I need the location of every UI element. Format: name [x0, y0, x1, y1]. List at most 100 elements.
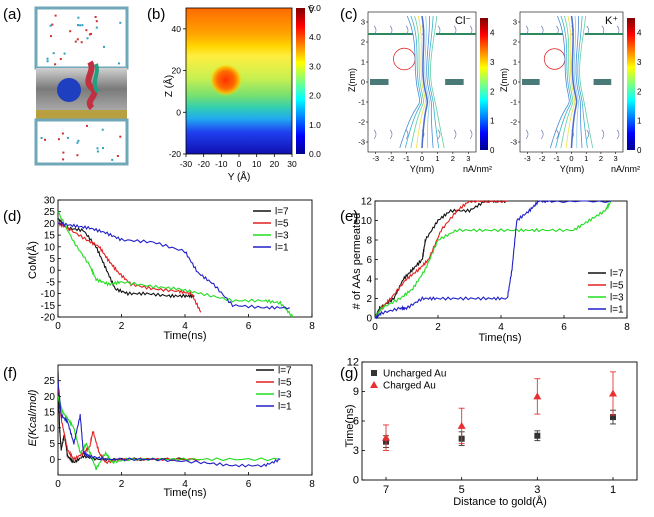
flow-arrow [540, 129, 544, 140]
current-xtick-label: -1 [403, 154, 410, 163]
flow-arrow [389, 25, 393, 36]
current-colorbar-tick-label: 1 [637, 117, 642, 126]
ion-dot [50, 35, 52, 38]
potential-colorbar-ticks: 0.0 1.0 2.0 3.0 4.0 5.0 [309, 3, 321, 159]
streamline [428, 15, 440, 149]
current-xtick-label: 3 [614, 154, 618, 163]
ion-dot [81, 24, 84, 27]
flow-arrow [373, 129, 377, 140]
streamline [410, 15, 424, 149]
membrane-bottom-right [445, 79, 464, 85]
ion-dot [51, 23, 54, 26]
panel-label-g: (g) [340, 365, 358, 382]
current-ytick-label: 1 [513, 58, 517, 67]
ion-dot [96, 150, 99, 153]
ytick-label: 5 [49, 254, 55, 265]
xtick-label: 8 [309, 321, 315, 332]
marker-charged [382, 433, 390, 441]
current-map-cl [367, 11, 477, 153]
ion-dot [54, 63, 57, 66]
ion-dot [69, 30, 72, 33]
current-ytick-label: -3 [510, 138, 517, 147]
streamline [555, 15, 572, 149]
cl-colorbar [480, 18, 488, 150]
permeated-xlabel: Time(ns) [479, 332, 522, 344]
membrane-bottom-left [522, 79, 540, 85]
ytick-label: 3 [353, 445, 359, 457]
heatmap-xtick-label: -30 [180, 159, 193, 169]
legend-label: l=3 [275, 231, 289, 242]
peptide-chain [85, 60, 98, 111]
current-xlabel-k: Y(nm) [560, 164, 585, 174]
flow-arrow [437, 25, 441, 36]
current-ytick-label: 2 [361, 38, 365, 47]
flow-arrow [525, 129, 529, 140]
flow-arrow [616, 129, 620, 140]
ion-dot [54, 14, 57, 17]
streamline [570, 15, 578, 149]
ytick-label: 10 [361, 216, 373, 227]
series-line-l3 [57, 211, 294, 318]
flow-arrow [586, 25, 589, 36]
ion-dot [86, 124, 88, 127]
flow-arrow [525, 25, 529, 36]
legend-label: l=7 [610, 269, 624, 280]
ytick-label: 4 [366, 275, 372, 286]
current-ytick-label: -3 [358, 138, 365, 147]
ytick-label: 9 [353, 386, 359, 398]
xtick-label: 6 [246, 321, 252, 332]
legend-swatch [371, 370, 377, 376]
peptide-chain-b [92, 63, 100, 94]
current-ytick-label: -2 [510, 118, 517, 127]
ion-dot [117, 62, 120, 65]
streamline [573, 15, 579, 149]
ion-dot [62, 158, 65, 161]
xtick-label: 0 [55, 479, 61, 490]
xtick-label: 2 [119, 321, 125, 332]
flow-arrow [373, 25, 377, 36]
series-line-l1 [57, 221, 291, 310]
ion-dot [40, 137, 43, 139]
ion-dot [103, 45, 105, 48]
heatmap-xtick-label: -10 [215, 159, 228, 169]
current-xlabel-cl: Y(nm) [410, 164, 435, 174]
ytick-label: 10 [44, 423, 56, 434]
current-colorbar-tick-label: 4 [490, 29, 495, 38]
current-colorbar-ticks: 0 1 2 3 4 0 1 2 3 4 [490, 29, 642, 155]
ion-dot [63, 52, 66, 55]
ytick-label: 25 [44, 376, 56, 387]
current-xtick-label: 1 [584, 154, 588, 163]
colorbar-unit-v: V [308, 5, 315, 16]
ion-dot [57, 138, 60, 141]
current-ytick-label: 0 [513, 78, 517, 87]
permeated-ylabel: # of AAs permeated [351, 213, 363, 310]
xtick-label: 5 [459, 484, 465, 496]
ytick-label: 0 [49, 266, 55, 277]
xtick-label: 3 [534, 484, 540, 496]
ion-dot [96, 147, 99, 150]
flow-arrow [453, 25, 457, 36]
streamline [577, 15, 588, 149]
current-ytick-label: -2 [358, 118, 365, 127]
flow-arrow [389, 129, 393, 140]
ion-dot [52, 52, 55, 55]
xtick-label: 6 [561, 322, 567, 333]
series-line-l1 [374, 200, 612, 320]
current-xtick-label: -2 [388, 154, 395, 163]
xtick-label: 0 [372, 322, 378, 333]
legend-label: l=3 [610, 293, 624, 304]
current-ytick-label: 1 [361, 58, 365, 67]
current-colorbar-tick-label: 2 [490, 87, 495, 96]
legend-label: Uncharged Au [383, 369, 446, 380]
panel-label-a: (a) [3, 6, 21, 23]
ion-dot [76, 154, 79, 157]
membrane-bottom-left [370, 79, 389, 85]
ion-dot [77, 139, 80, 142]
plot-frame [57, 199, 313, 318]
flow-arrow [556, 25, 559, 36]
streamline [404, 15, 422, 149]
flow-arrow [405, 129, 409, 140]
ytick-label: 25 [44, 207, 56, 218]
